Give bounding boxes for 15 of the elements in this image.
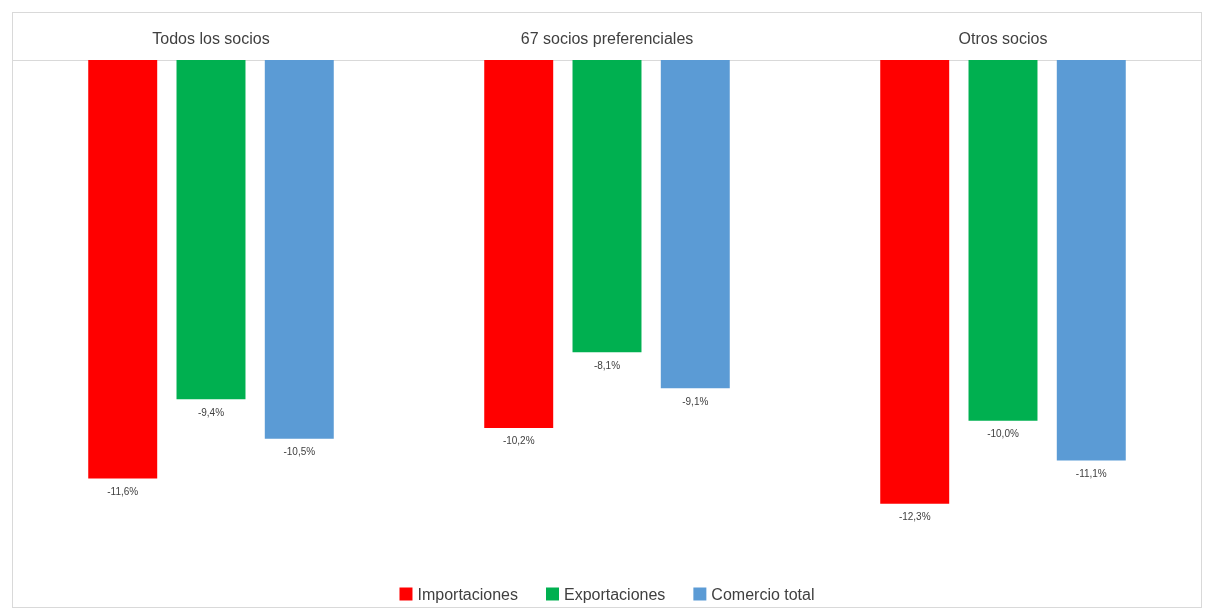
data-label: -10,2%	[502, 435, 535, 447]
data-label: -10,0%	[987, 428, 1019, 440]
x-tick-label: Otros socios	[958, 29, 1048, 47]
legend-label: Importaciones	[417, 585, 518, 603]
data-label: -9,1%	[682, 395, 709, 407]
legend-label: Exportaciones	[563, 585, 666, 603]
x-tick-label: 67 socios preferenciales	[520, 29, 694, 47]
x-tick-label: Todos los socios	[152, 29, 270, 47]
legend-label: Comercio total	[711, 585, 815, 603]
data-label: -9,4%	[197, 406, 225, 418]
data-label: -11,6%	[107, 486, 139, 497]
data-label: -8,1%	[593, 359, 621, 371]
data-label: -10,5%	[283, 446, 316, 458]
data-label: -11,1%	[1075, 467, 1107, 479]
data-label: -12,3%	[898, 511, 931, 523]
